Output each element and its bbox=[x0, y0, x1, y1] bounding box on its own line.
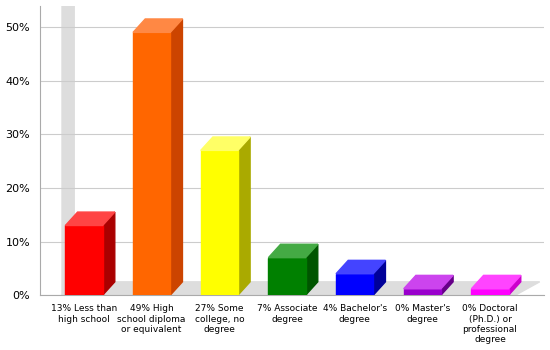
Polygon shape bbox=[62, 282, 540, 295]
Polygon shape bbox=[133, 19, 183, 33]
Polygon shape bbox=[404, 275, 453, 289]
Polygon shape bbox=[404, 289, 441, 295]
Polygon shape bbox=[65, 225, 103, 295]
Polygon shape bbox=[201, 150, 238, 295]
Polygon shape bbox=[170, 19, 183, 295]
Polygon shape bbox=[471, 275, 521, 289]
Polygon shape bbox=[471, 289, 509, 295]
Polygon shape bbox=[268, 244, 318, 258]
Polygon shape bbox=[509, 275, 521, 295]
Polygon shape bbox=[62, 0, 74, 295]
Polygon shape bbox=[441, 275, 453, 295]
Polygon shape bbox=[306, 244, 318, 295]
Polygon shape bbox=[336, 260, 386, 274]
Polygon shape bbox=[133, 33, 170, 295]
Polygon shape bbox=[373, 260, 386, 295]
Polygon shape bbox=[65, 212, 115, 225]
Polygon shape bbox=[268, 258, 306, 295]
Polygon shape bbox=[238, 137, 250, 295]
Polygon shape bbox=[201, 137, 250, 150]
Polygon shape bbox=[103, 212, 115, 295]
Polygon shape bbox=[336, 274, 373, 295]
